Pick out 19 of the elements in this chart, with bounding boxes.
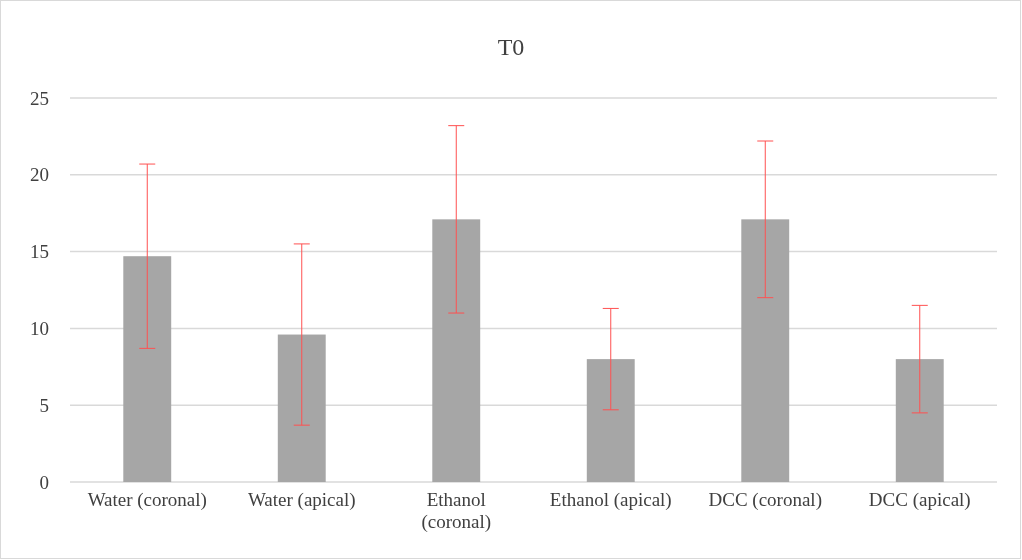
y-tick-label: 15 <box>30 241 49 263</box>
x-tick-label: DCC (apical) <box>868 488 971 511</box>
chart-title: T0 <box>497 34 525 60</box>
y-tick-label: 20 <box>30 164 49 186</box>
y-tick-label: 10 <box>30 317 49 339</box>
bar <box>741 219 790 482</box>
y-tick-label: 5 <box>39 394 49 416</box>
bar <box>586 359 635 482</box>
x-tick-label: Water (apical) <box>247 488 356 511</box>
bar <box>895 359 944 482</box>
y-tick-label: 25 <box>30 87 49 109</box>
x-tick-label: Ethanol (coronal) <box>421 488 492 533</box>
bar <box>123 256 172 482</box>
x-tick-label: Ethanol (apical) <box>549 488 672 511</box>
x-tick-label: DCC (coronal) <box>708 488 822 511</box>
bar <box>277 334 326 482</box>
bar <box>432 219 481 482</box>
x-tick-label: Water (coronal) <box>87 488 207 511</box>
y-tick-label: 0 <box>39 471 49 493</box>
